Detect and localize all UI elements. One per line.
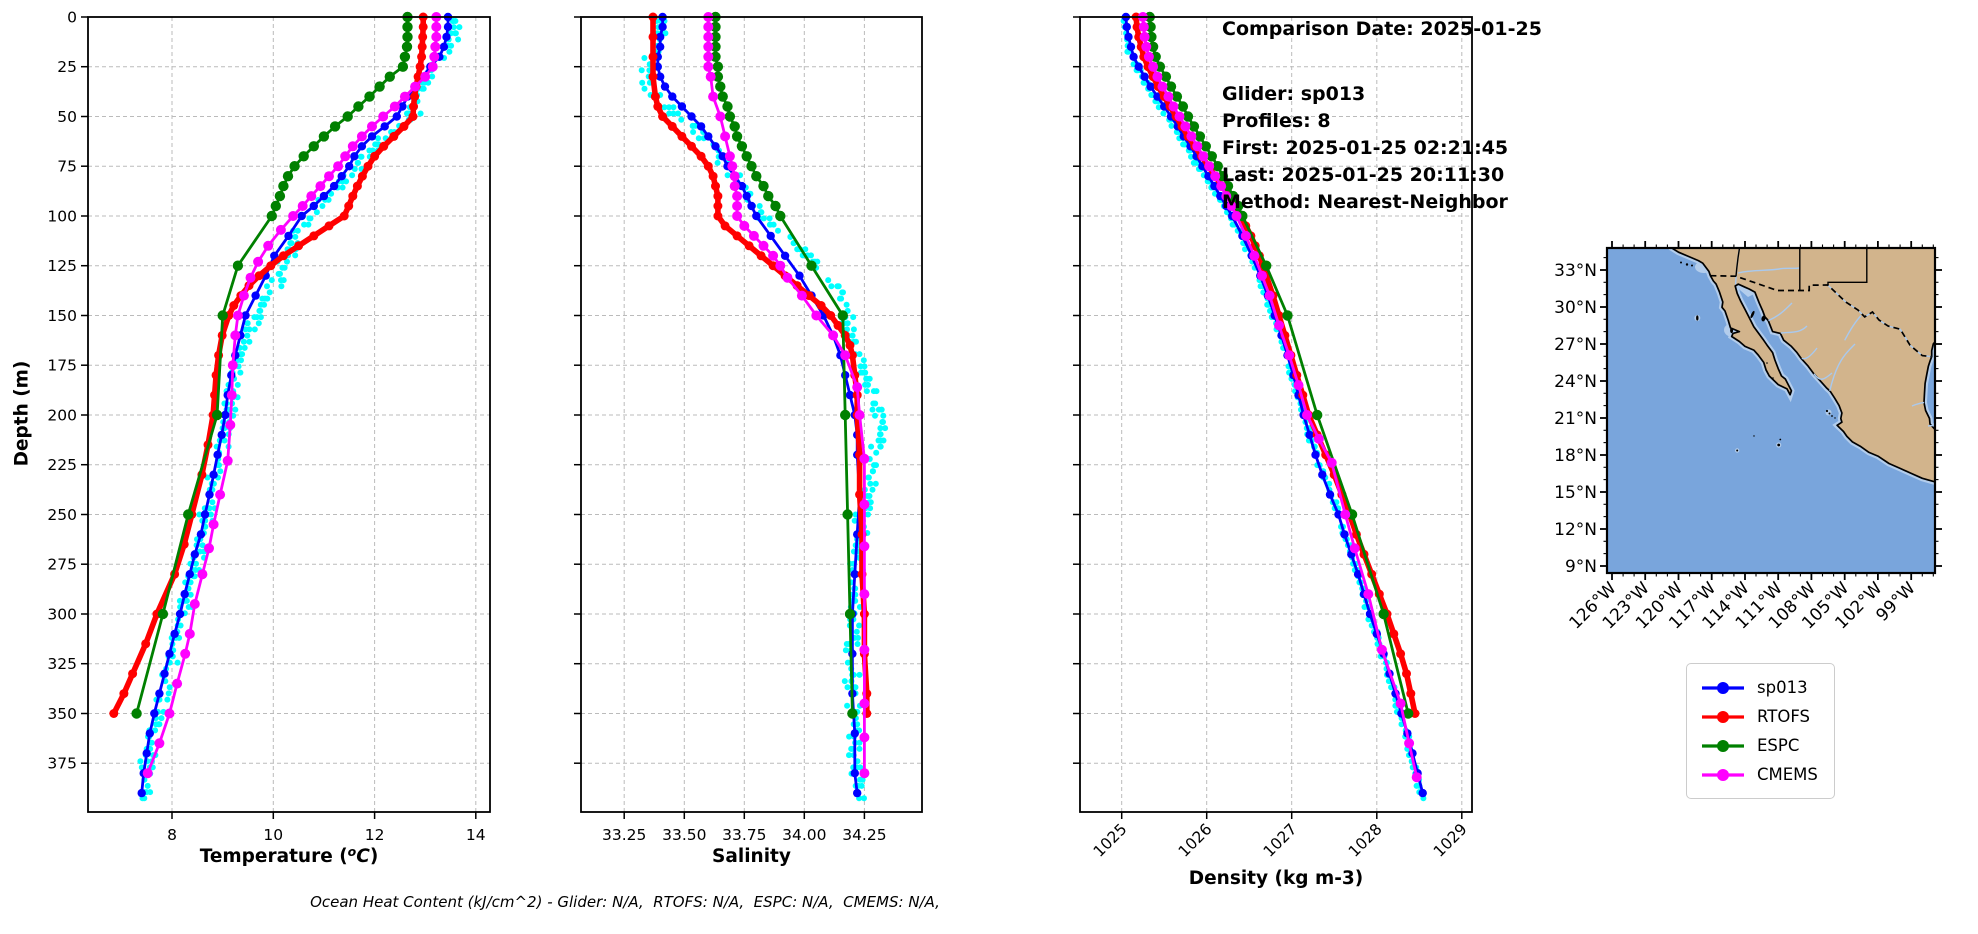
legend-label: sp013 — [1757, 678, 1808, 697]
legend-marker-icon — [1702, 739, 1744, 752]
svg-text:25: 25 — [57, 58, 77, 76]
legend-item-sp013: sp013 — [1699, 673, 1818, 702]
svg-text:12: 12 — [365, 826, 385, 844]
svg-text:14: 14 — [466, 826, 486, 844]
svg-text:200: 200 — [47, 407, 77, 425]
legend-item-ESPC: ESPC — [1699, 731, 1818, 760]
legend: sp013 RTOFS ESPC CMEMS — [1686, 663, 1835, 799]
svg-text:34.25: 34.25 — [842, 826, 886, 844]
svg-text:1026: 1026 — [1175, 820, 1216, 861]
legend-label: ESPC — [1757, 736, 1800, 755]
svg-text:15°N: 15°N — [1554, 483, 1597, 503]
svg-text:33°N: 33°N — [1554, 261, 1597, 281]
legend-item-CMEMS: CMEMS — [1699, 760, 1818, 789]
temperature-profile-panel: 8 10 12 14 0 25 50 75 100 125 150 175 200 225 250 275 30… — [47, 9, 491, 867]
glider-scatter — [137, 18, 463, 802]
comparison-info-panel: Comparison Date: 2025-01-25 Glider: sp01… — [1222, 16, 1542, 216]
svg-text:275: 275 — [47, 556, 77, 574]
series-ESPC — [131, 11, 413, 719]
svg-text:Density (kg m-3): Density (kg m-3) — [1189, 868, 1364, 889]
info-line-method: Method: Nearest-Neighbor — [1222, 191, 1508, 213]
svg-text:10: 10 — [263, 826, 283, 844]
series-CMEMS — [142, 12, 442, 779]
svg-text:8: 8 — [167, 826, 177, 844]
svg-text:30°N: 30°N — [1554, 298, 1597, 318]
svg-text:27°N: 27°N — [1554, 335, 1597, 355]
info-line-last: Last: 2025-01-25 20:11:30 — [1222, 164, 1505, 186]
svg-text:Temperature (oC): Temperature (oC) — [200, 844, 379, 867]
series-sp013 — [653, 12, 864, 798]
svg-text:1028: 1028 — [1345, 820, 1386, 861]
info-line-first: First: 2025-01-25 02:21:45 — [1222, 137, 1509, 159]
legend-marker-icon — [1702, 768, 1744, 781]
svg-text:100: 100 — [47, 208, 77, 226]
svg-text:175: 175 — [47, 357, 77, 375]
svg-text:75: 75 — [57, 158, 77, 176]
legend-label: RTOFS — [1757, 707, 1811, 726]
svg-text:225: 225 — [47, 456, 77, 474]
legend-item-RTOFS: RTOFS — [1699, 702, 1818, 731]
svg-text:34.00: 34.00 — [782, 826, 826, 844]
svg-text:18°N: 18°N — [1554, 446, 1597, 466]
svg-text:24°N: 24°N — [1554, 372, 1597, 392]
svg-text:Salinity: Salinity — [712, 846, 791, 867]
svg-text:250: 250 — [47, 506, 77, 524]
location-map: 33°N30°N27°N24°N21°N18°N15°N12°N9°N126°W… — [1554, 241, 1942, 633]
density-profile-panel: 1025 1026 1027 1028 1029 Density (kg m-3) — [1073, 11, 1473, 889]
svg-text:1027: 1027 — [1260, 820, 1301, 861]
info-line-glider: Glider: sp013 — [1222, 83, 1366, 105]
info-line-profiles: Profiles: 8 — [1222, 110, 1331, 132]
salinity-profile-panel: 33.25 33.50 33.75 34.00 34.25 Salinity — [574, 11, 923, 867]
legend-marker-icon — [1702, 710, 1744, 723]
svg-text:33.50: 33.50 — [662, 826, 706, 844]
svg-text:99°W: 99°W — [1872, 578, 1919, 625]
series-RTOFS — [648, 12, 872, 718]
svg-text:1029: 1029 — [1430, 820, 1471, 861]
series-CMEMS — [1137, 12, 1422, 783]
svg-text:33.75: 33.75 — [722, 826, 766, 844]
svg-text:9°N: 9°N — [1565, 557, 1597, 577]
svg-text:300: 300 — [47, 606, 77, 624]
svg-text:375: 375 — [47, 755, 77, 773]
svg-text:0: 0 — [67, 9, 77, 27]
series-ESPC — [710, 11, 858, 719]
svg-text:33.25: 33.25 — [602, 826, 646, 844]
svg-text:1025: 1025 — [1090, 820, 1131, 861]
legend-marker-icon — [1702, 681, 1744, 694]
svg-text:350: 350 — [47, 705, 77, 723]
legend-label: CMEMS — [1757, 765, 1818, 784]
comparison-date: Comparison Date: 2025-01-25 — [1222, 18, 1542, 40]
svg-text:325: 325 — [47, 655, 77, 673]
svg-text:125: 125 — [47, 257, 77, 275]
ohc-footer-note: Ocean Heat Content (kJ/cm^2) - Glider: N… — [310, 893, 940, 911]
svg-text:150: 150 — [47, 307, 77, 325]
svg-text:50: 50 — [57, 108, 77, 126]
svg-text:21°N: 21°N — [1554, 409, 1597, 429]
svg-text:12°N: 12°N — [1554, 520, 1597, 540]
